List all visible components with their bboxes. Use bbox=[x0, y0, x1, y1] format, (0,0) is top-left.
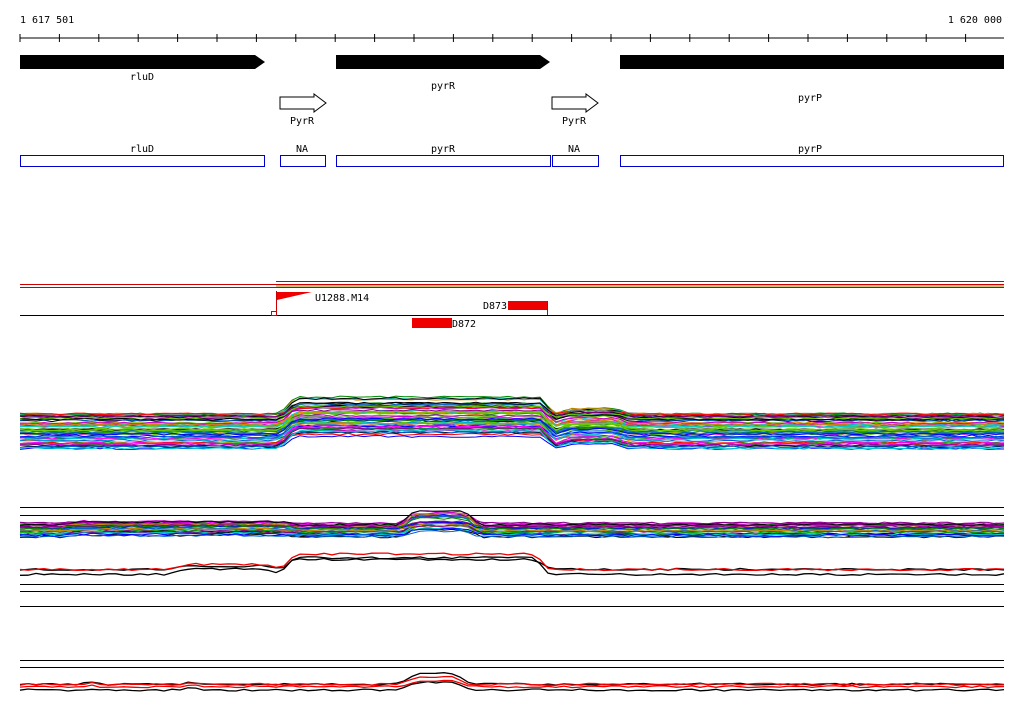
trace bbox=[19, 405, 1005, 418]
promoter-arrow bbox=[279, 93, 327, 113]
trace bbox=[19, 411, 1005, 433]
gene-arrow bbox=[20, 55, 265, 69]
annotation-box bbox=[552, 155, 599, 167]
annotation-label: pyrR bbox=[431, 144, 456, 155]
annotation-label: NA bbox=[296, 144, 308, 155]
trace bbox=[19, 510, 1005, 527]
probe-box bbox=[412, 318, 452, 328]
gene-label: rluD bbox=[130, 72, 154, 83]
trace bbox=[19, 417, 1005, 434]
trace bbox=[19, 527, 1005, 537]
probe-box bbox=[508, 301, 547, 310]
ruler: 1 617 501 1 620 000 bbox=[19, 15, 1004, 42]
trace bbox=[19, 421, 1005, 441]
trace bbox=[19, 429, 1005, 450]
probes: U1288.M14 D873 D872 bbox=[20, 281, 1004, 330]
trace bbox=[19, 529, 1005, 539]
trace bbox=[19, 405, 1005, 425]
trace bbox=[19, 401, 1005, 419]
probe-label: D873 bbox=[483, 301, 507, 312]
trace bbox=[19, 510, 1005, 527]
promoter-arrow bbox=[551, 93, 599, 113]
annotation-label: NA bbox=[568, 144, 580, 155]
probe-label: U1288.M14 bbox=[315, 293, 369, 304]
ruler-ticks bbox=[19, 34, 967, 42]
trace bbox=[19, 556, 1005, 576]
annotations bbox=[20, 155, 1004, 167]
trace bbox=[19, 411, 1005, 427]
promoter-label: PyrR bbox=[290, 116, 315, 127]
trace bbox=[19, 517, 1005, 531]
trace bbox=[19, 520, 1005, 529]
annotation-box bbox=[620, 155, 1004, 167]
annotation-box bbox=[336, 155, 551, 167]
trace bbox=[19, 417, 1005, 436]
static-lines bbox=[20, 507, 1004, 668]
trace bbox=[19, 422, 1005, 444]
trace bbox=[19, 675, 1005, 686]
annotation-label: rluD bbox=[130, 144, 154, 155]
flag bbox=[277, 292, 312, 300]
ruler-start: 1 617 501 bbox=[20, 15, 74, 26]
expression-traces bbox=[19, 395, 1005, 692]
gene-arrow bbox=[620, 55, 1004, 69]
probe-marker bbox=[271, 311, 277, 316]
trace bbox=[19, 552, 1005, 572]
annotation-label: pyrP bbox=[798, 144, 822, 155]
ruler-end: 1 620 000 bbox=[948, 15, 1002, 26]
gene-label: pyrR bbox=[431, 81, 456, 92]
genes: rluD pyrR pyrP PyrR PyrR bbox=[20, 55, 1004, 127]
trace bbox=[19, 523, 1005, 533]
annotation-box bbox=[20, 155, 265, 167]
trace bbox=[19, 679, 1005, 689]
promoter-label: PyrR bbox=[562, 116, 587, 127]
gene-arrow bbox=[336, 55, 550, 69]
trace bbox=[19, 427, 1005, 447]
probe-label: D872 bbox=[452, 319, 476, 330]
trace bbox=[19, 680, 1005, 692]
trace bbox=[19, 424, 1005, 445]
annotation-box bbox=[280, 155, 326, 167]
gene-label: pyrP bbox=[798, 93, 822, 104]
trace bbox=[19, 431, 1005, 449]
trace bbox=[19, 405, 1005, 420]
